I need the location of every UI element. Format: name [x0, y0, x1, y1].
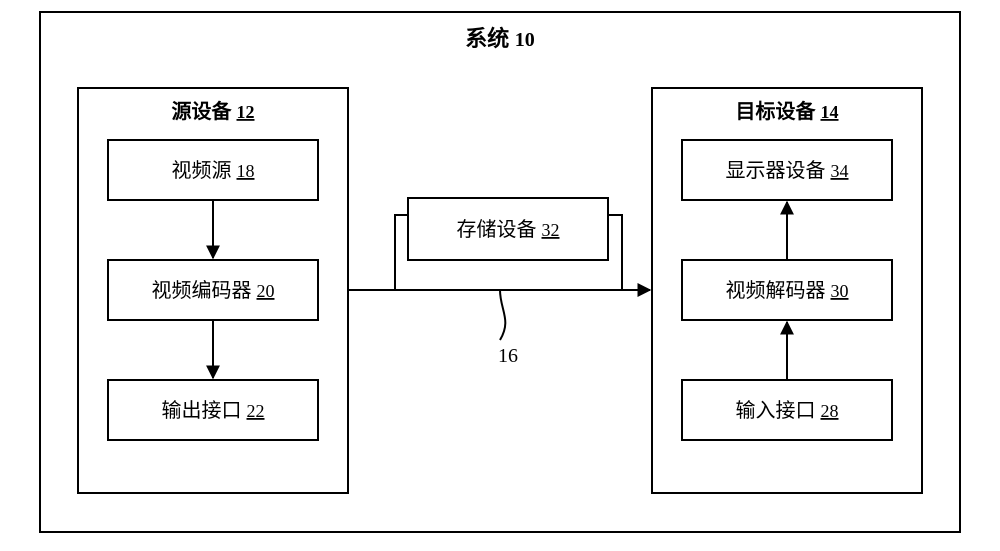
source-device-label: 源设备: [172, 99, 233, 123]
node-video-encoder: 视频编码器 20: [108, 260, 318, 320]
system-title-number: 10: [515, 29, 535, 51]
svg-text:视频源 18: 视频源 18: [172, 159, 255, 182]
video-encoder-label: 视频编码器: [152, 279, 252, 302]
storage-number: 32: [542, 220, 560, 240]
node-output-interface: 输出接口 22: [108, 380, 318, 440]
system-box: [40, 12, 960, 532]
video-source-label: 视频源: [172, 159, 232, 182]
target-device-number: 14: [821, 102, 839, 122]
svg-text:视频编码器 20: 视频编码器 20: [152, 279, 275, 302]
system-diagram: 系统 10 源设备 12 视频源 18 视频编码器 20 输出接口 22: [0, 0, 1000, 551]
svg-text:输出接口 22: 输出接口 22: [162, 399, 265, 422]
system-title-label: 系统: [465, 26, 509, 51]
node-video-source: 视频源 18: [108, 140, 318, 200]
output-if-number: 22: [247, 401, 265, 421]
svg-text:显示器设备 34: 显示器设备 34: [726, 159, 849, 182]
target-device-label: 目标设备: [736, 99, 817, 123]
video-source-number: 18: [237, 161, 255, 181]
input-if-number: 28: [821, 401, 839, 421]
output-if-label: 输出接口: [162, 399, 242, 422]
display-dev-number: 34: [831, 161, 849, 181]
source-device-number: 12: [237, 102, 255, 122]
svg-text:存储设备 32: 存储设备 32: [457, 218, 560, 241]
svg-text:视频解码器 30: 视频解码器 30: [726, 279, 849, 302]
input-if-label: 输入接口: [736, 399, 816, 422]
node-input-interface: 输入接口 28: [682, 380, 892, 440]
video-decoder-number: 30: [831, 281, 849, 301]
node-display-device: 显示器设备 34: [682, 140, 892, 200]
display-dev-label: 显示器设备: [726, 159, 826, 182]
edge-storage-to-link: [608, 215, 622, 290]
video-encoder-number: 20: [257, 281, 275, 301]
video-decoder-label: 视频解码器: [726, 279, 826, 302]
svg-text:输入接口 28: 输入接口 28: [736, 399, 839, 422]
edge-link-to-storage: [395, 215, 408, 290]
source-device-title: 源设备 12: [172, 99, 255, 123]
node-storage-device: 存储设备 32: [408, 198, 608, 260]
system-title: 系统 10: [465, 26, 535, 51]
target-device-title: 目标设备 14: [736, 99, 839, 123]
lead-line-16: [500, 290, 505, 340]
node-video-decoder: 视频解码器 30: [682, 260, 892, 320]
link-label-16: 16: [498, 345, 518, 367]
storage-label: 存储设备: [457, 218, 537, 241]
